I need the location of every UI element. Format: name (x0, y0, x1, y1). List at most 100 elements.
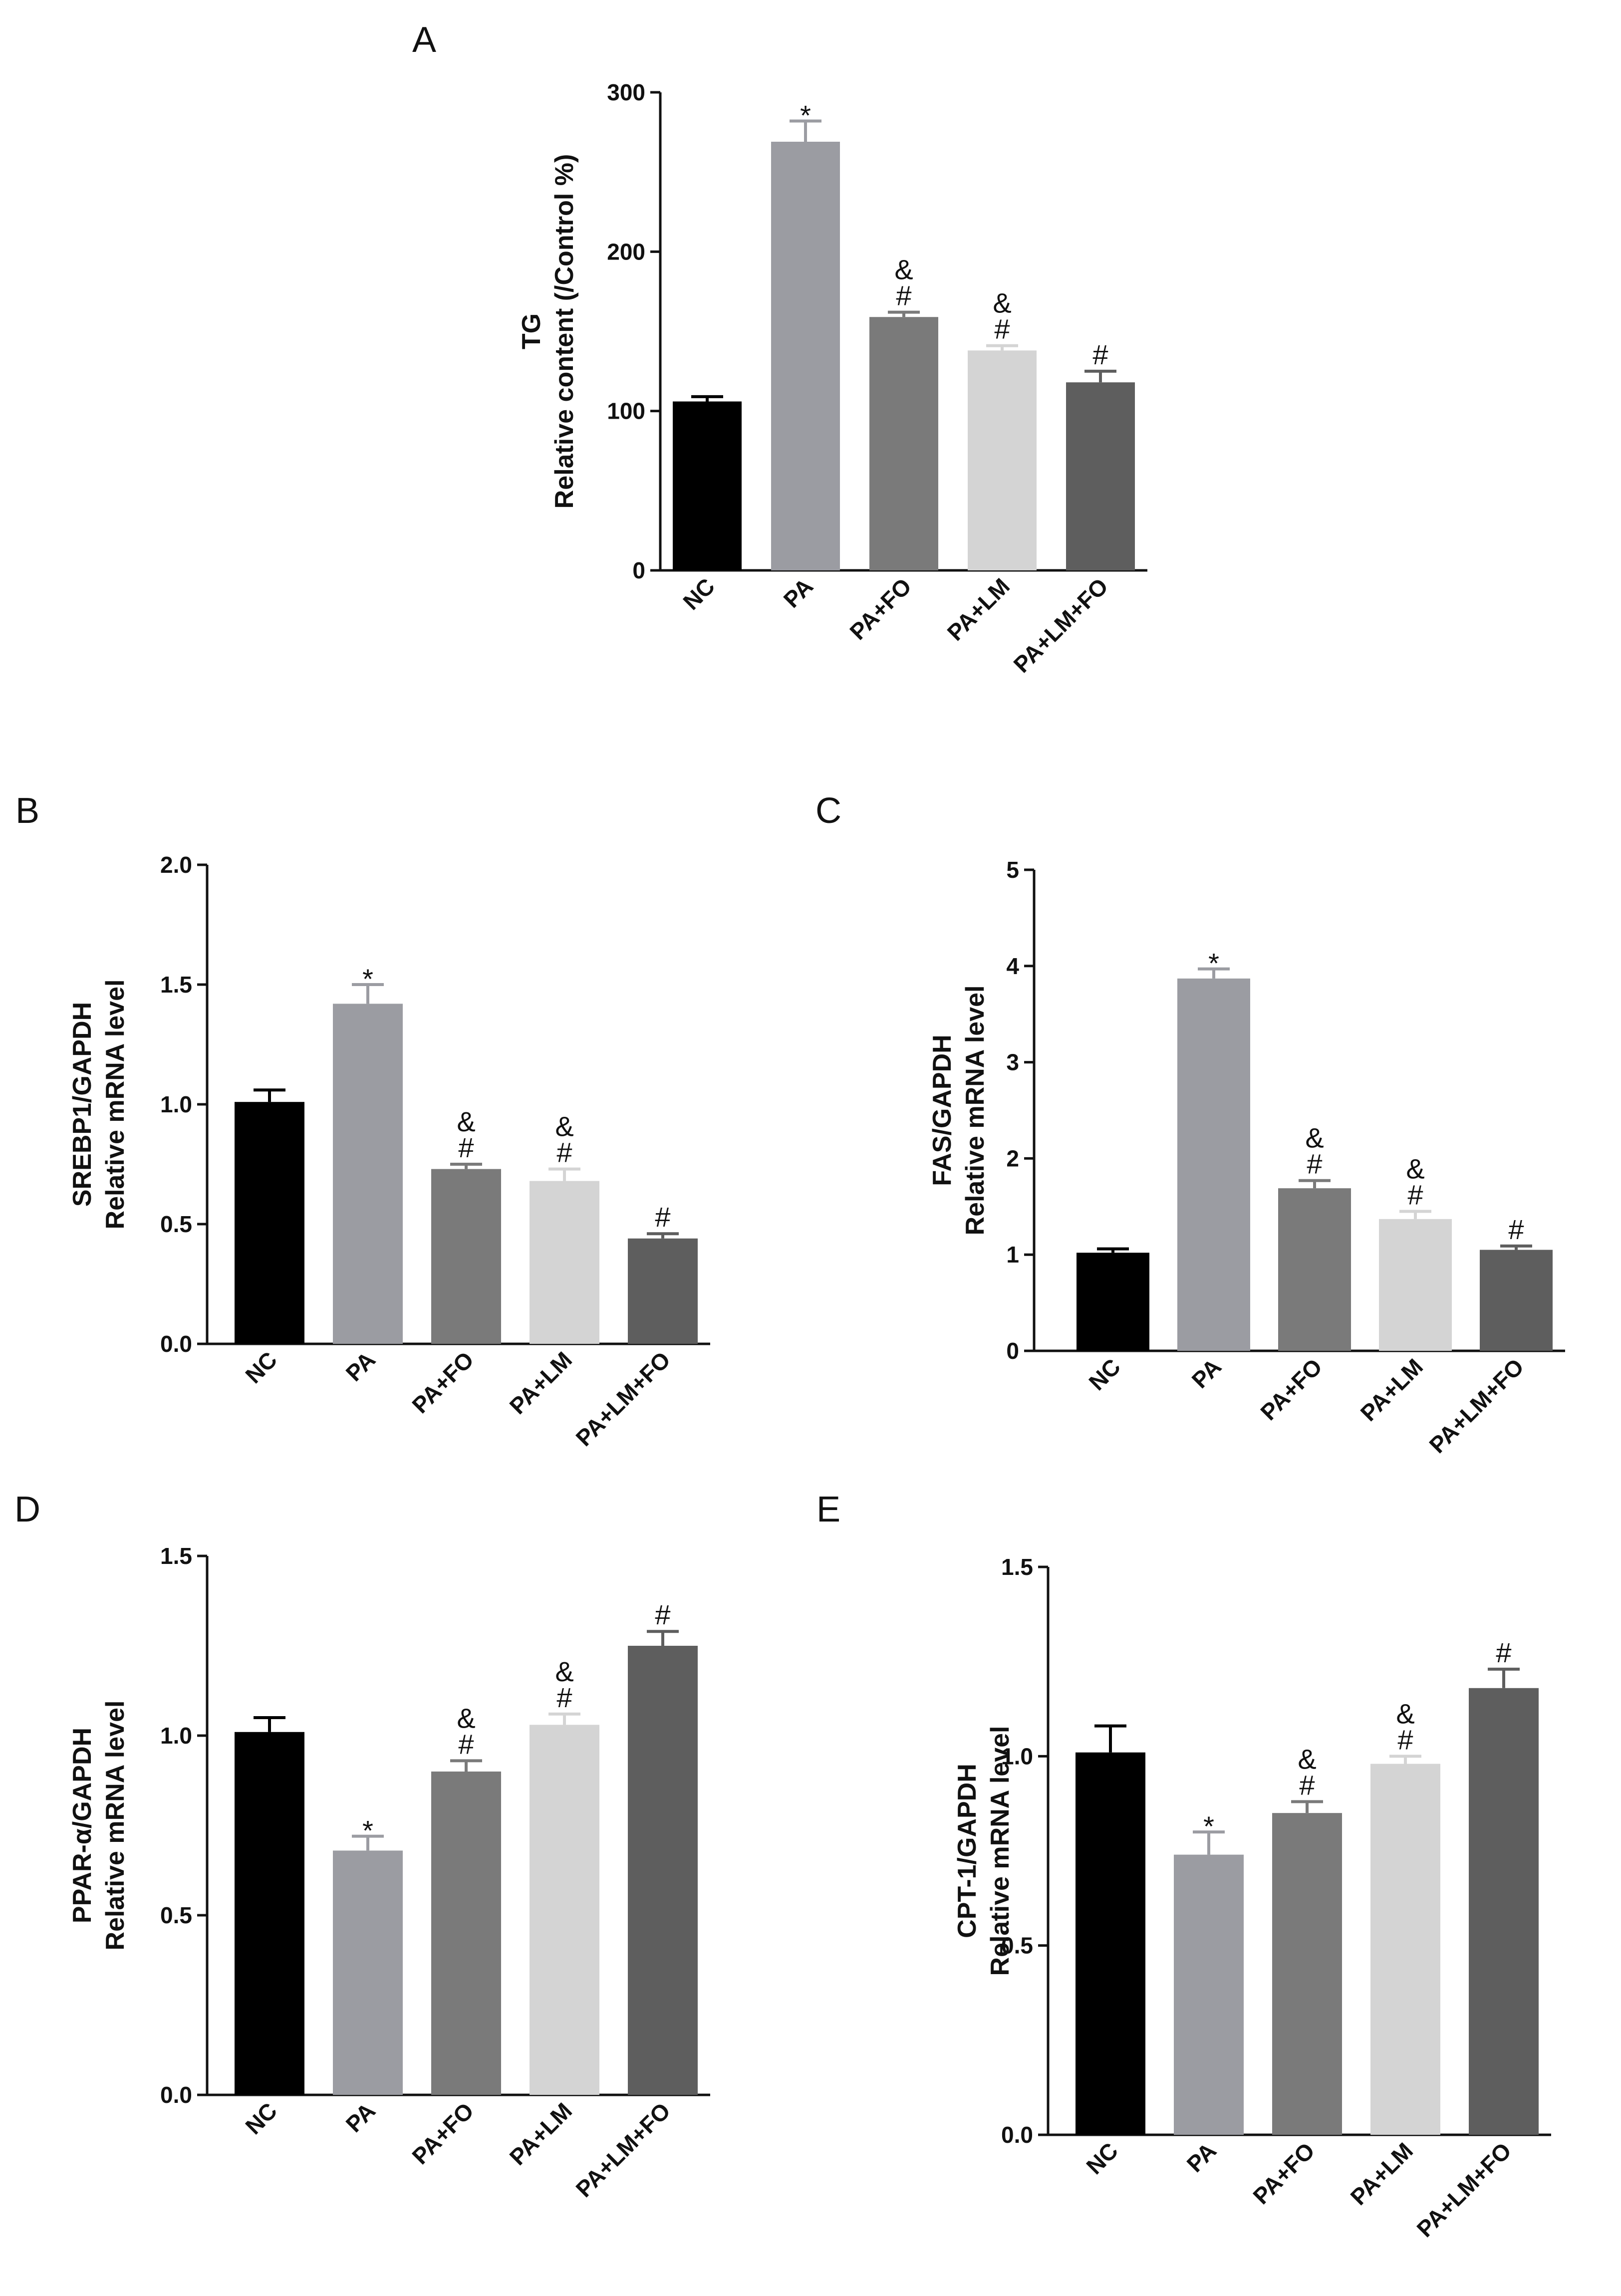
bar-pa-fo (431, 1772, 501, 2095)
y-axis-title: FAS/GAPDH (928, 1034, 957, 1186)
bar-pa (333, 1004, 403, 1344)
x-category-label: PA (1187, 1353, 1227, 1393)
y-tick-label: 2.0 (160, 852, 192, 878)
significance-ampersand: & (457, 1702, 475, 1734)
x-category-label: NC (678, 573, 720, 615)
x-category-label: PA+LM+FO (570, 1346, 675, 1451)
bar-pa-lm (1370, 1764, 1440, 2135)
bar-pa-lm (530, 1725, 599, 2095)
bar-pa-lm-fo (628, 1238, 698, 1344)
x-category-label: PA+LM+FO (1411, 2137, 1516, 2242)
y-tick-label: 100 (607, 398, 645, 424)
significance-hash: # (458, 1728, 474, 1760)
panel-letter: A (412, 20, 436, 60)
x-category-label: NC (1081, 2137, 1123, 2179)
bar-pa (1177, 978, 1250, 1351)
significance-hash: # (1307, 1148, 1322, 1180)
significance-hash: # (556, 1137, 572, 1168)
x-category-label: PA+LM (1346, 2137, 1418, 2210)
x-category-label: PA+LM (505, 1346, 577, 1419)
significance-hash: # (1496, 1637, 1511, 1668)
y-tick-label: 3 (1006, 1049, 1019, 1075)
bar-pa-fo (869, 317, 938, 570)
significance-hash: # (556, 1682, 572, 1713)
significance-hash: # (1508, 1214, 1524, 1245)
bar-pa-fo (1278, 1188, 1351, 1351)
panel-letter: B (15, 791, 39, 831)
y-tick-label: 0.0 (160, 2082, 192, 2108)
significance-ampersand: & (993, 287, 1011, 319)
significance-hash: # (1397, 1724, 1413, 1755)
bar-pa-lm (1379, 1219, 1452, 1351)
bar-pa-lm (968, 350, 1037, 570)
bar-pa-lm-fo (1469, 1688, 1539, 2135)
significance-ampersand: & (555, 1656, 573, 1687)
significance-ampersand: & (1396, 1698, 1414, 1729)
y-axis-title: CPT-1/GAPDH (953, 1764, 982, 1938)
bar-nc (235, 1732, 304, 2095)
y-tick-label: 1 (1006, 1242, 1019, 1268)
bar-nc (1077, 1253, 1149, 1351)
x-category-label: PA+FO (844, 573, 916, 645)
bar-pa (333, 1850, 403, 2095)
significance-hash: # (994, 313, 1010, 345)
x-category-label: PA+LM (1355, 1353, 1428, 1426)
bar-pa-lm-fo (628, 1646, 698, 2095)
y-tick-label: 1.0 (160, 1723, 192, 1749)
y-axis-title: PPAR-α/GAPDH (68, 1728, 97, 1923)
x-category-label: PA+LM+FO (1424, 1353, 1529, 1458)
bar-nc (673, 401, 742, 570)
x-category-label: PA+FO (1255, 1353, 1327, 1425)
significance-ampersand: & (894, 254, 913, 285)
x-category-label: PA+FO (1248, 2137, 1320, 2209)
y-tick-label: 0 (632, 557, 645, 583)
y-tick-label: 1.0 (1001, 1743, 1033, 1769)
bar-nc (235, 1102, 304, 1344)
y-tick-label: 0.0 (1001, 2122, 1033, 2148)
y-tick-label: 1.5 (160, 1543, 192, 1569)
y-tick-label: 300 (607, 79, 645, 105)
panel-letter: D (14, 1490, 40, 1530)
y-tick-label: 0.5 (160, 1211, 192, 1237)
bar-pa-fo (431, 1169, 501, 1344)
y-axis-subtitle: Relative mRNA level (961, 986, 990, 1236)
bar-pa (771, 141, 840, 570)
y-tick-label: 1.5 (160, 972, 192, 998)
significance-asterisk: * (1208, 948, 1219, 979)
y-tick-label: 2 (1006, 1145, 1019, 1171)
y-tick-label: 0 (1006, 1338, 1019, 1364)
x-category-label: PA+LM (942, 573, 1015, 646)
bar-pa (1174, 1854, 1244, 2135)
x-category-label: PA (341, 1346, 381, 1386)
significance-ampersand: & (1305, 1122, 1324, 1154)
significance-asterisk: * (1203, 1810, 1214, 1842)
bar-pa-lm (530, 1181, 599, 1344)
significance-ampersand: & (457, 1106, 475, 1137)
significance-hash: # (458, 1132, 474, 1163)
significance-hash: # (655, 1201, 670, 1233)
y-axis-subtitle: Relative mRNA level (101, 980, 130, 1230)
x-category-label: NC (240, 2097, 282, 2139)
bar-pa-lm-fo (1480, 1250, 1553, 1351)
y-tick-label: 0.5 (1001, 1933, 1033, 1959)
y-axis-title: SREBP1/GAPDH (68, 1002, 97, 1207)
significance-ampersand: & (1406, 1153, 1424, 1184)
x-category-label: PA+LM+FO (570, 2097, 675, 2202)
x-category-label: PA (1182, 2137, 1222, 2177)
y-axis-subtitle: Relative mRNA level (986, 1726, 1015, 1976)
y-tick-label: 0.5 (160, 1902, 192, 1928)
significance-asterisk: * (362, 963, 373, 995)
significance-hash: # (655, 1599, 670, 1630)
panel-letter: C (815, 791, 841, 831)
bar-pa-lm-fo (1066, 382, 1135, 570)
y-tick-label: 1.0 (160, 1091, 192, 1117)
x-category-label: PA+LM (505, 2097, 577, 2170)
significance-hash: # (1299, 1769, 1315, 1800)
bar-pa-fo (1272, 1813, 1342, 2135)
significance-ampersand: & (1298, 1743, 1316, 1775)
significance-hash: # (896, 280, 911, 311)
significance-ampersand: & (555, 1111, 573, 1142)
y-axis-subtitle: Relative content (/Control %) (550, 154, 579, 509)
